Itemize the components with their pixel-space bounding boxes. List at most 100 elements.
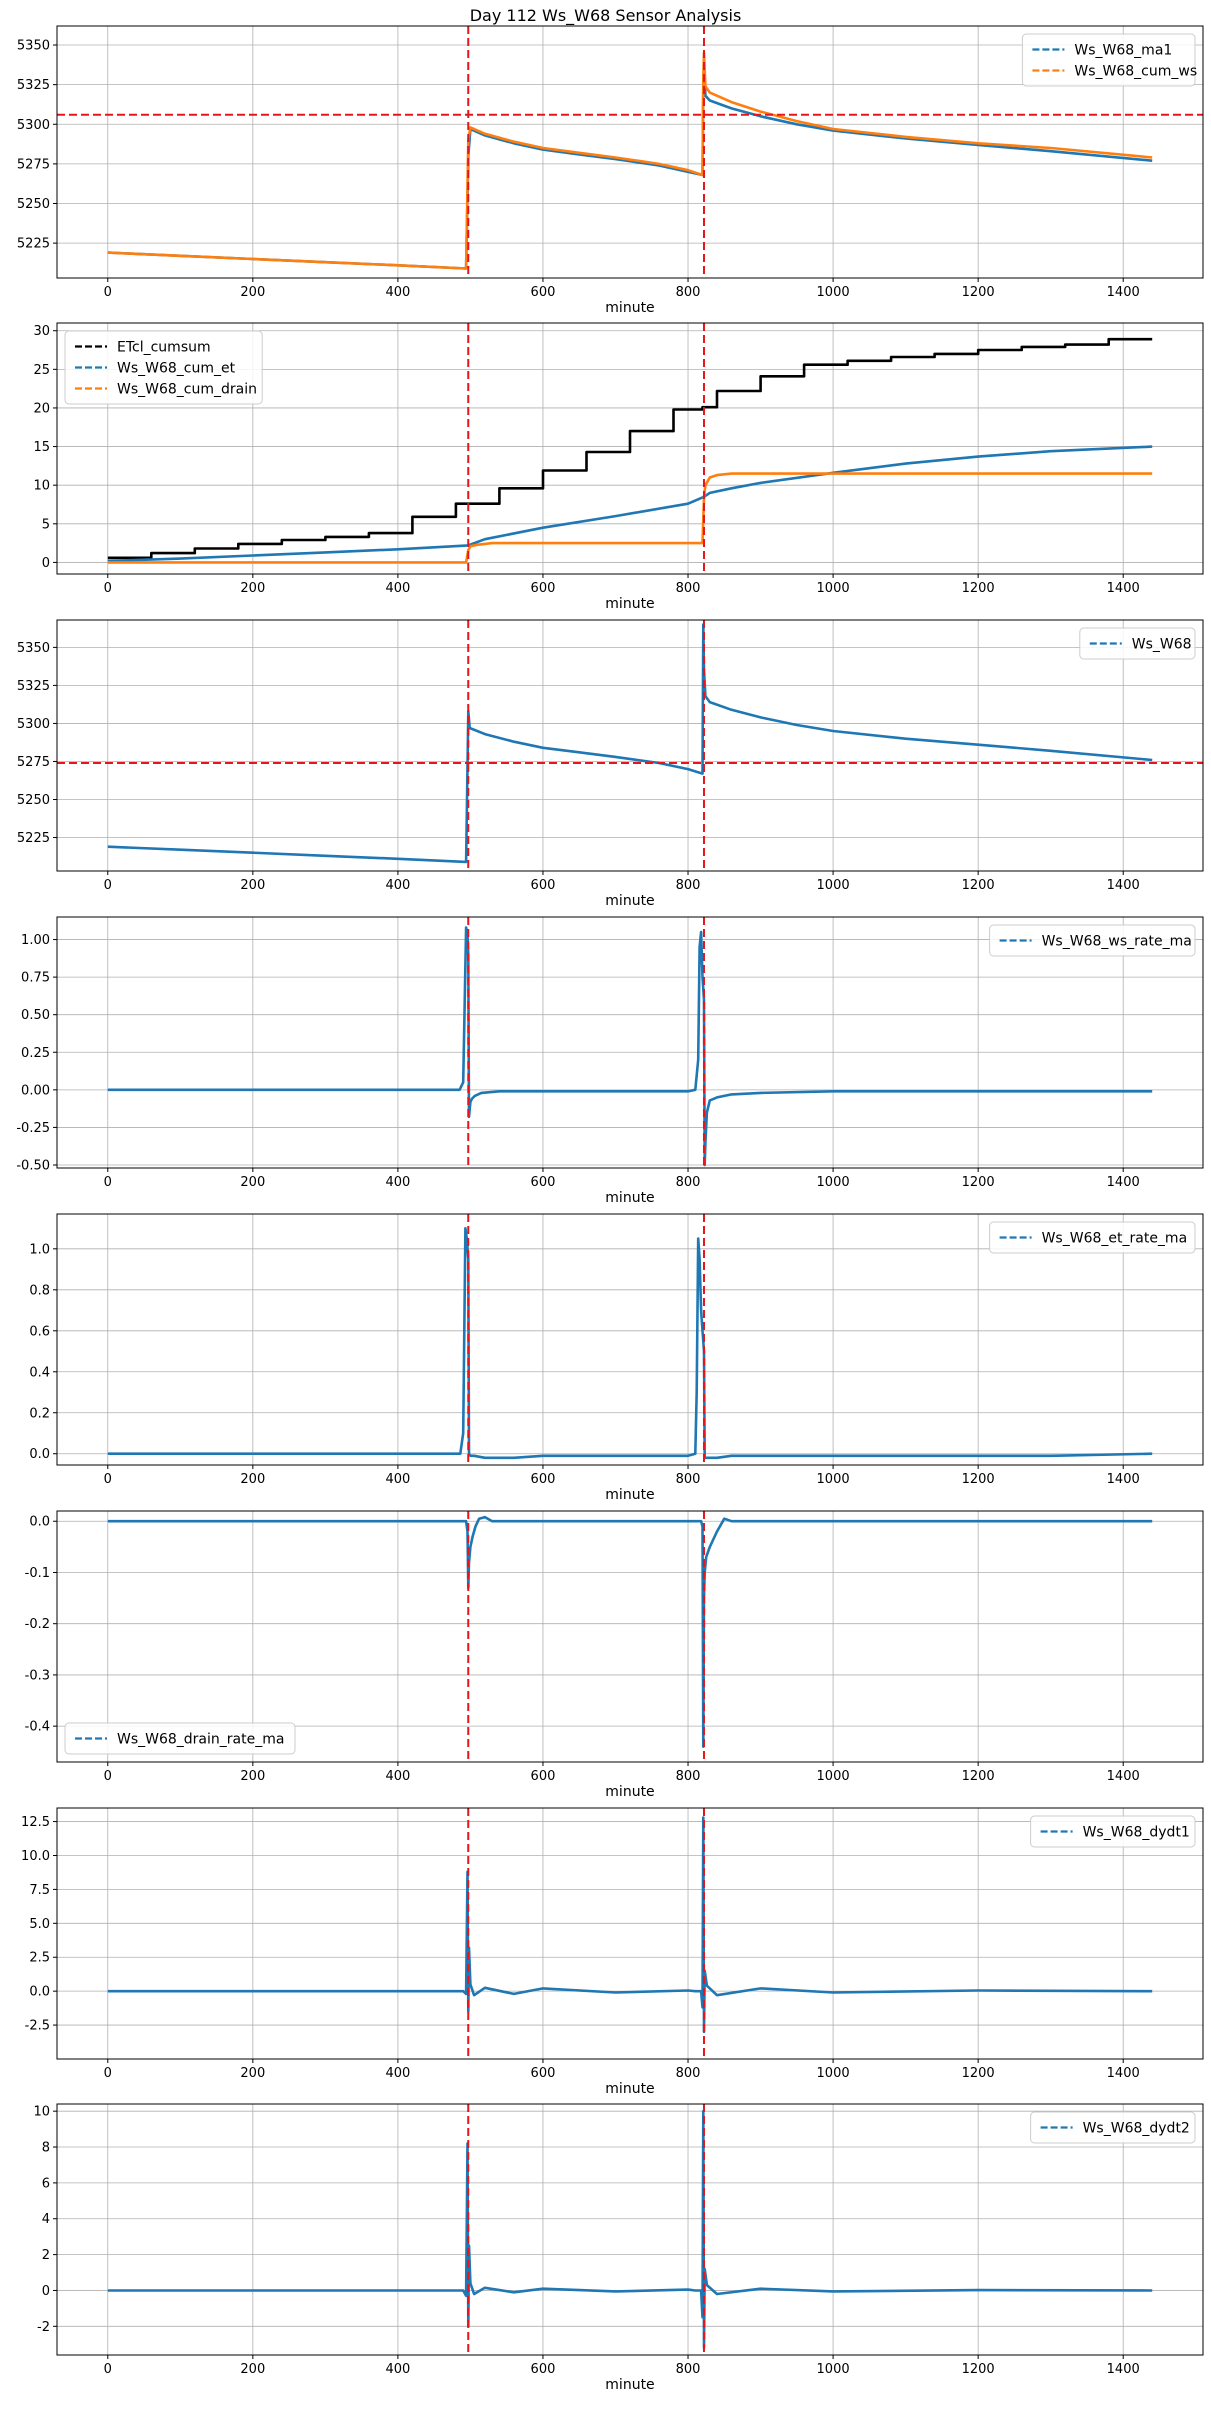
legend-box <box>64 330 263 405</box>
series-line-Ws_W68_dydt2 <box>107 2109 1153 2350</box>
x-tick-label: 1000 <box>817 1175 850 1190</box>
legend-label: Ws_W68_dydt1 <box>1083 1825 1190 1841</box>
series-group <box>57 26 1203 278</box>
x-tick-label: 400 <box>385 581 410 596</box>
x-tick-label: 0 <box>104 285 112 300</box>
x-tick-label: 1400 <box>1107 2066 1140 2081</box>
series-line-Ws_W68_cum_drain <box>107 472 1153 564</box>
x-tick-label: 1200 <box>962 581 995 596</box>
series-line-Ws_W68_dydt1 <box>107 1816 1153 2034</box>
series-group <box>107 1214 1153 1465</box>
y-tick-label: 12.5 <box>21 1815 50 1830</box>
x-tick-label: 1400 <box>1107 285 1140 300</box>
legend-label: Ws_W68_cum_ws <box>1074 64 1197 80</box>
x-tick-label: 600 <box>531 581 556 596</box>
x-tick-label: 1400 <box>1107 1472 1140 1487</box>
x-tick-label: 1400 <box>1107 581 1140 596</box>
x-tick-label: 400 <box>385 285 410 300</box>
subplot-2: 0 200 400 600 800 1000 1200 1400 0 5 10 15 20 25 30 min… <box>33 322 1204 612</box>
y-tick-label: 4 <box>42 2212 50 2227</box>
legend-label: Ws_W68_cum_drain <box>117 382 257 398</box>
x-tick-label: 200 <box>240 1472 265 1487</box>
axes-frame <box>56 322 1204 575</box>
legend: Ws_W68_ma1 Ws_W68_cum_ws <box>1021 33 1197 87</box>
x-tick-label: 1000 <box>817 2066 850 2081</box>
x-tick-label: 400 <box>385 2066 410 2081</box>
x-tick-label: 200 <box>240 1175 265 1190</box>
axes-frame <box>56 1510 1204 1763</box>
x-tick-label: 1200 <box>962 1769 995 1784</box>
x-axis-label: minute <box>605 596 654 612</box>
legend-label: Ws_W68 <box>1132 637 1192 653</box>
y-tick-label: -0.50 <box>16 1158 50 1173</box>
series-group <box>107 2104 1153 2355</box>
x-axis-label: minute <box>605 2377 654 2393</box>
y-tick-label: 0.0 <box>29 1447 50 1462</box>
y-tick-label: 10 <box>33 2105 50 2120</box>
subplot-6: 0 200 400 600 800 1000 1200 1400 0.0 -0.1 -0.2 -0.3… <box>25 1510 1204 1800</box>
series-group <box>107 323 1153 574</box>
y-tick-label: 0.50 <box>21 1008 50 1023</box>
subplot-1: 0 200 400 600 800 1000 1200 1400 5225 5250 5275 530… <box>17 25 1204 316</box>
y-tick-label: 5 <box>42 517 50 532</box>
x-tick-label: 200 <box>240 2066 265 2081</box>
y-tick-label: 5300 <box>17 717 50 732</box>
axes-frame <box>56 2103 1204 2356</box>
y-tick-label: 5350 <box>17 641 50 656</box>
y-tick-label: 0.75 <box>21 971 50 986</box>
legend-box <box>989 1221 1196 1254</box>
x-tick-label: 200 <box>240 1769 265 1784</box>
legend-label: Ws_W68_cum_et <box>117 361 236 377</box>
x-tick-label: 0 <box>104 581 112 596</box>
y-tick-label: 5350 <box>17 39 50 54</box>
x-tick-label: 1400 <box>1107 1175 1140 1190</box>
series-group <box>107 1511 1153 1762</box>
x-tick-label: 1200 <box>962 2066 995 2081</box>
y-tick-label: 25 <box>33 363 50 378</box>
axes-frame <box>56 916 1204 1169</box>
figure-title: Day 112 Ws_W68 Sensor Analysis <box>469 6 742 25</box>
subplot-8: 0 200 400 600 800 1000 1200 1400 -2 0 2 4 6 8 10 minute… <box>33 2103 1204 2393</box>
legend: Ws_W68_dydt2 <box>1030 2111 1196 2144</box>
y-tick-label: 0.0 <box>29 1985 50 2000</box>
y-tick-label: 5325 <box>17 78 50 93</box>
x-tick-label: 600 <box>531 878 556 893</box>
series-line-Ws_W68_ws_rate_ma <box>107 926 1153 1167</box>
x-axis-label: minute <box>605 2081 654 2097</box>
subplot-7: 0 200 400 600 800 1000 1200 1400 -2.5 0.0 2.5 5.0 7.… <box>21 1807 1204 2097</box>
axes-frame <box>56 25 1204 279</box>
x-tick-label: 800 <box>676 1769 701 1784</box>
x-tick-label: 400 <box>385 2362 410 2377</box>
x-tick-label: 200 <box>240 2362 265 2377</box>
y-tick-label: 0.25 <box>21 1046 50 1061</box>
y-tick-label: 10 <box>33 479 50 494</box>
y-tick-label: 6 <box>42 2176 50 2191</box>
series-line-Ws_W68_drain_rate_ma <box>107 1515 1153 1748</box>
x-tick-label: 1000 <box>817 285 850 300</box>
y-tick-label: 1.00 <box>21 933 50 948</box>
x-axis-label: minute <box>605 300 654 316</box>
y-tick-label: 7.5 <box>29 1883 50 1898</box>
y-tick-label: 5300 <box>17 118 50 133</box>
x-tick-label: 200 <box>240 285 265 300</box>
x-tick-label: 800 <box>676 1175 701 1190</box>
x-tick-label: 600 <box>531 1769 556 1784</box>
x-tick-label: 200 <box>240 878 265 893</box>
y-tick-label: 2 <box>42 2248 50 2263</box>
x-tick-label: 800 <box>676 878 701 893</box>
legend-label: Ws_W68_et_rate_ma <box>1042 1231 1188 1247</box>
legend: Ws_W68 <box>1079 627 1196 660</box>
legend: Ws_W68_drain_rate_ma <box>64 1722 296 1755</box>
series-line-Ws_W68_cum_et <box>107 445 1153 563</box>
x-axis-label: minute <box>605 1487 654 1503</box>
series-line-Ws_W68 <box>107 623 1153 864</box>
y-tick-label: 0.0 <box>29 1515 50 1530</box>
series-line-ETcl_cumsum <box>107 337 1153 560</box>
x-tick-label: 1000 <box>817 1472 850 1487</box>
y-tick-label: 8 <box>42 2141 50 2156</box>
legend: Ws_W68_ws_rate_ma <box>989 924 1196 957</box>
y-tick-label: -2 <box>37 2320 50 2335</box>
legend-label: Ws_W68_drain_rate_ma <box>117 1732 284 1748</box>
